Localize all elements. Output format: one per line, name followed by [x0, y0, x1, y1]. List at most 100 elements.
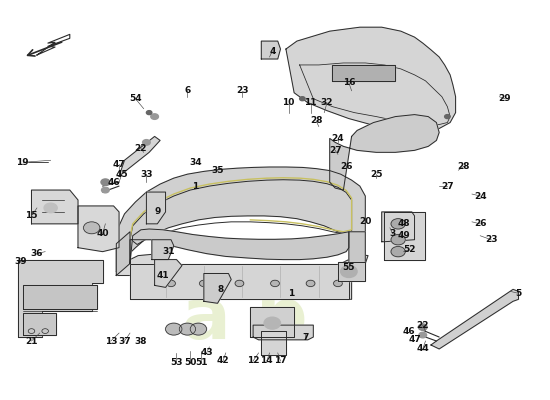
Polygon shape — [382, 212, 415, 242]
Text: 46: 46 — [107, 178, 120, 187]
Text: 6: 6 — [184, 86, 190, 95]
Text: 28: 28 — [310, 116, 322, 125]
Text: 43: 43 — [200, 348, 213, 358]
Circle shape — [151, 114, 158, 119]
Text: 1: 1 — [288, 289, 295, 298]
Text: 48: 48 — [397, 219, 410, 228]
Circle shape — [44, 203, 57, 213]
Text: 49: 49 — [397, 231, 410, 240]
Polygon shape — [119, 136, 160, 176]
Text: 41: 41 — [157, 271, 169, 280]
Text: 52: 52 — [403, 245, 415, 254]
Text: 40: 40 — [96, 229, 109, 238]
Polygon shape — [204, 274, 231, 303]
Text: 5: 5 — [515, 289, 521, 298]
Circle shape — [391, 234, 405, 245]
Text: 3: 3 — [389, 229, 396, 238]
Text: 13: 13 — [104, 336, 117, 346]
Circle shape — [391, 219, 405, 229]
Circle shape — [391, 246, 405, 257]
Polygon shape — [253, 325, 313, 340]
Text: 27: 27 — [329, 146, 342, 155]
Polygon shape — [31, 190, 78, 224]
Circle shape — [146, 111, 152, 114]
Circle shape — [333, 280, 342, 286]
Polygon shape — [130, 229, 349, 264]
Text: 8: 8 — [217, 285, 223, 294]
Text: 45: 45 — [116, 170, 128, 179]
Text: 54: 54 — [129, 94, 142, 103]
Text: 26: 26 — [474, 219, 486, 228]
Polygon shape — [152, 240, 174, 260]
Circle shape — [190, 323, 207, 335]
Text: 26: 26 — [340, 162, 353, 171]
Text: 17: 17 — [274, 356, 287, 365]
Text: 27: 27 — [441, 182, 454, 190]
Text: 34: 34 — [189, 158, 202, 167]
Polygon shape — [116, 232, 130, 276]
Polygon shape — [349, 232, 365, 272]
Text: 37: 37 — [118, 336, 131, 346]
Polygon shape — [130, 264, 349, 299]
Circle shape — [271, 280, 279, 286]
Text: 47: 47 — [113, 160, 125, 169]
Text: 1: 1 — [192, 182, 199, 190]
Polygon shape — [261, 331, 286, 355]
Circle shape — [84, 222, 100, 234]
Polygon shape — [18, 260, 103, 337]
Polygon shape — [261, 41, 280, 59]
Polygon shape — [116, 254, 368, 299]
Text: 24: 24 — [474, 192, 487, 200]
Text: 53: 53 — [170, 358, 183, 367]
Circle shape — [306, 280, 315, 286]
Text: 50: 50 — [184, 358, 196, 367]
Text: 39: 39 — [14, 257, 27, 266]
Text: 31: 31 — [162, 247, 174, 256]
Polygon shape — [250, 307, 294, 337]
Circle shape — [300, 97, 305, 101]
Text: 19: 19 — [16, 158, 29, 167]
Text: 47: 47 — [408, 334, 421, 344]
Text: 25: 25 — [370, 170, 382, 179]
Text: 4: 4 — [269, 46, 276, 56]
Text: 29: 29 — [498, 94, 511, 103]
Text: 36: 36 — [31, 249, 43, 258]
Text: 16: 16 — [343, 78, 355, 87]
Polygon shape — [146, 192, 166, 224]
Text: 22: 22 — [416, 321, 429, 330]
Text: 12: 12 — [247, 356, 260, 365]
Text: a p: a p — [182, 285, 307, 354]
Circle shape — [102, 187, 109, 193]
Text: 42: 42 — [217, 356, 229, 365]
Polygon shape — [155, 260, 182, 287]
Circle shape — [340, 266, 357, 278]
Circle shape — [142, 140, 150, 145]
Polygon shape — [431, 289, 519, 349]
Text: 10: 10 — [283, 98, 295, 107]
Polygon shape — [286, 27, 455, 130]
Text: 11: 11 — [304, 98, 317, 107]
Polygon shape — [329, 114, 439, 190]
Text: 15: 15 — [25, 211, 38, 220]
Text: 51: 51 — [195, 358, 207, 367]
Text: 32: 32 — [321, 98, 333, 107]
Polygon shape — [23, 313, 56, 335]
Text: 35: 35 — [211, 166, 224, 175]
Circle shape — [419, 324, 427, 330]
Polygon shape — [338, 262, 365, 282]
Polygon shape — [332, 65, 395, 81]
Text: 14: 14 — [261, 356, 273, 365]
Text: 44: 44 — [416, 344, 429, 354]
Circle shape — [166, 323, 182, 335]
Polygon shape — [78, 206, 119, 252]
Text: 33: 33 — [140, 170, 153, 179]
Text: 22: 22 — [135, 144, 147, 153]
Text: 55: 55 — [343, 263, 355, 272]
Polygon shape — [116, 167, 365, 272]
Text: 46: 46 — [403, 326, 415, 336]
Text: 24: 24 — [332, 134, 344, 143]
Text: 9: 9 — [154, 208, 161, 216]
Text: 20: 20 — [359, 217, 371, 226]
Circle shape — [179, 323, 196, 335]
Circle shape — [419, 332, 427, 338]
